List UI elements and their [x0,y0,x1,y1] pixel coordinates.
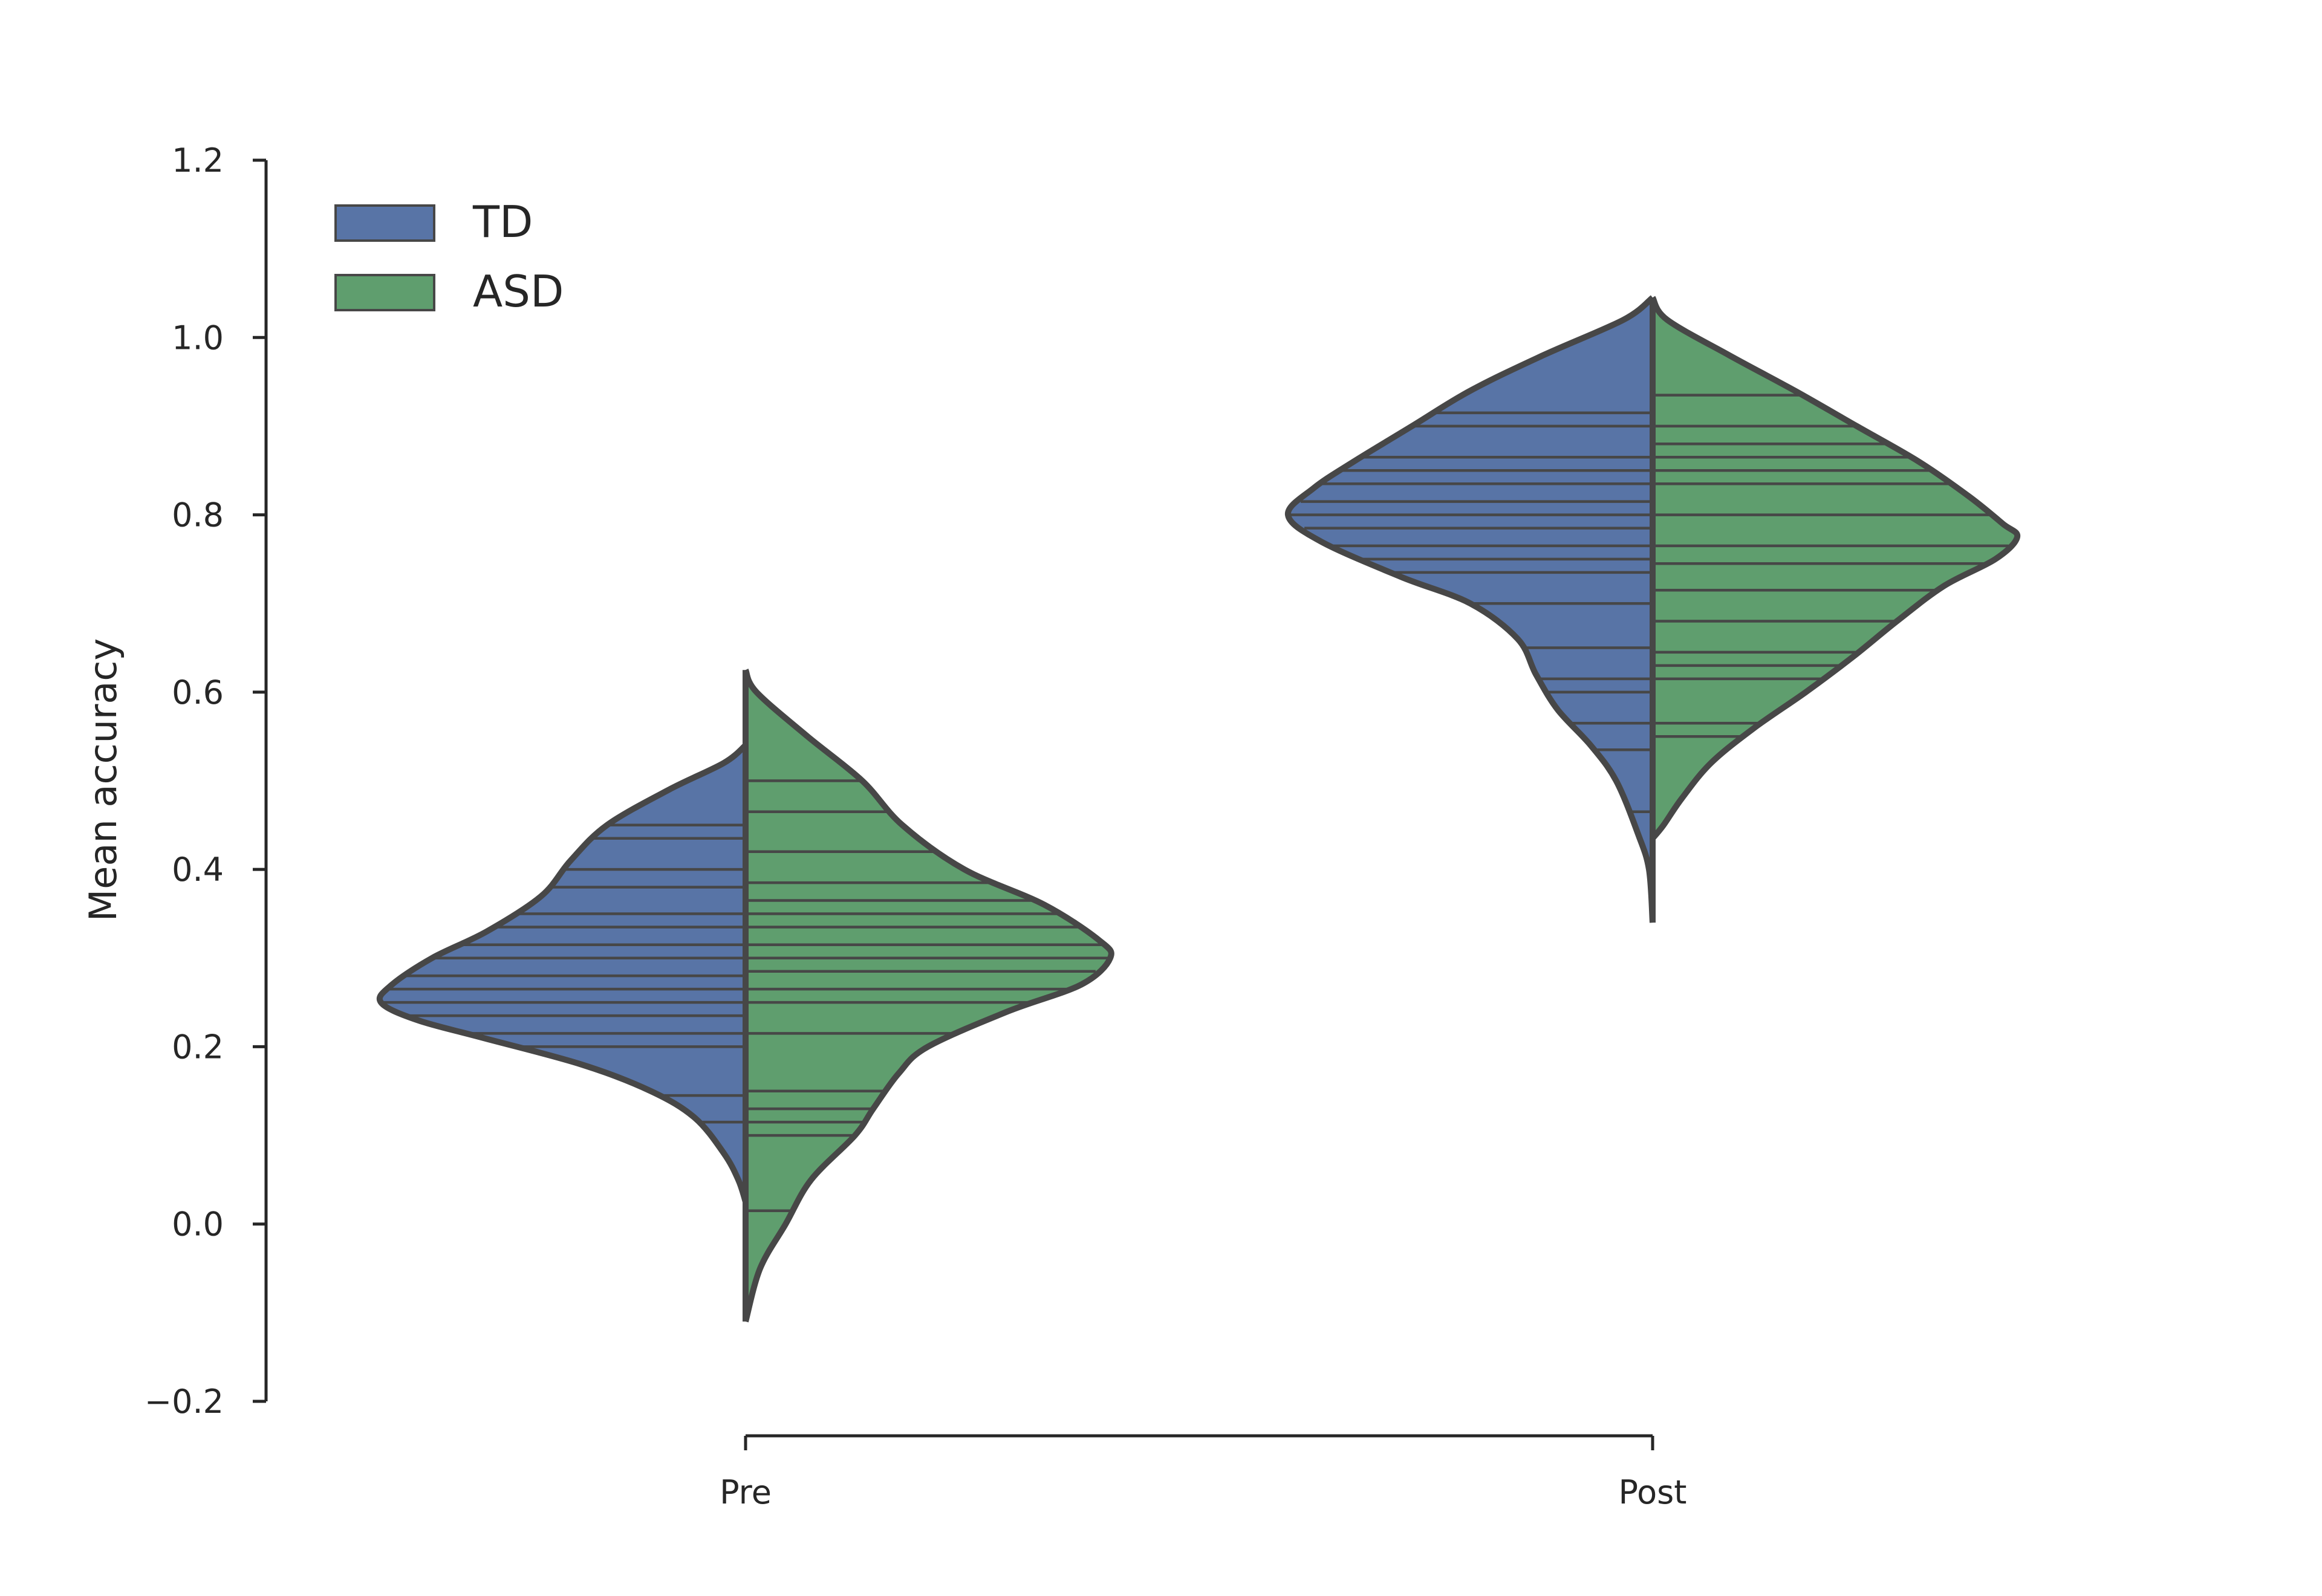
y-tick-label: 0.2 [172,1028,224,1066]
legend-swatch-asd [334,274,435,311]
violin-outline [743,668,1114,1323]
legend-label-asd: ASD [473,266,564,317]
y-tick-label: 0.6 [172,673,224,712]
legend-label-td: TD [472,196,533,247]
violin-td-post [1285,295,1656,923]
violin-outline [1285,295,1656,923]
violin-body [379,745,746,1202]
y-tick-label: −0.2 [145,1383,224,1421]
x-tick-label: Pre [720,1473,772,1511]
x-tick-label: Post [1619,1473,1687,1511]
violin-asd-post [1650,296,2021,841]
y-axis: −0.2 0.0 0.2 0.4 0.6 0.8 1.0 1.2 [145,141,268,1421]
violin-td-pre [376,742,749,1203]
violin-body [1653,297,2018,839]
violin-body [746,670,1111,1322]
legend: TD ASD [334,196,564,317]
violin-outline [376,742,749,1203]
x-axis: Pre Post [720,1434,1687,1511]
violin-outline [1650,296,2021,841]
violin-layer [376,295,2021,1323]
y-axis-title: Mean accuracy [81,638,125,921]
y-tick-label: 0.0 [172,1205,224,1244]
legend-swatch-td [334,204,435,242]
y-tick-label: 1.2 [172,141,224,180]
y-tick-label: 1.0 [172,319,224,357]
y-tick-label: 0.4 [172,851,224,889]
violin-asd-pre [743,668,1114,1323]
y-tick-label: 0.8 [172,496,224,534]
violin-body [1287,297,1653,923]
